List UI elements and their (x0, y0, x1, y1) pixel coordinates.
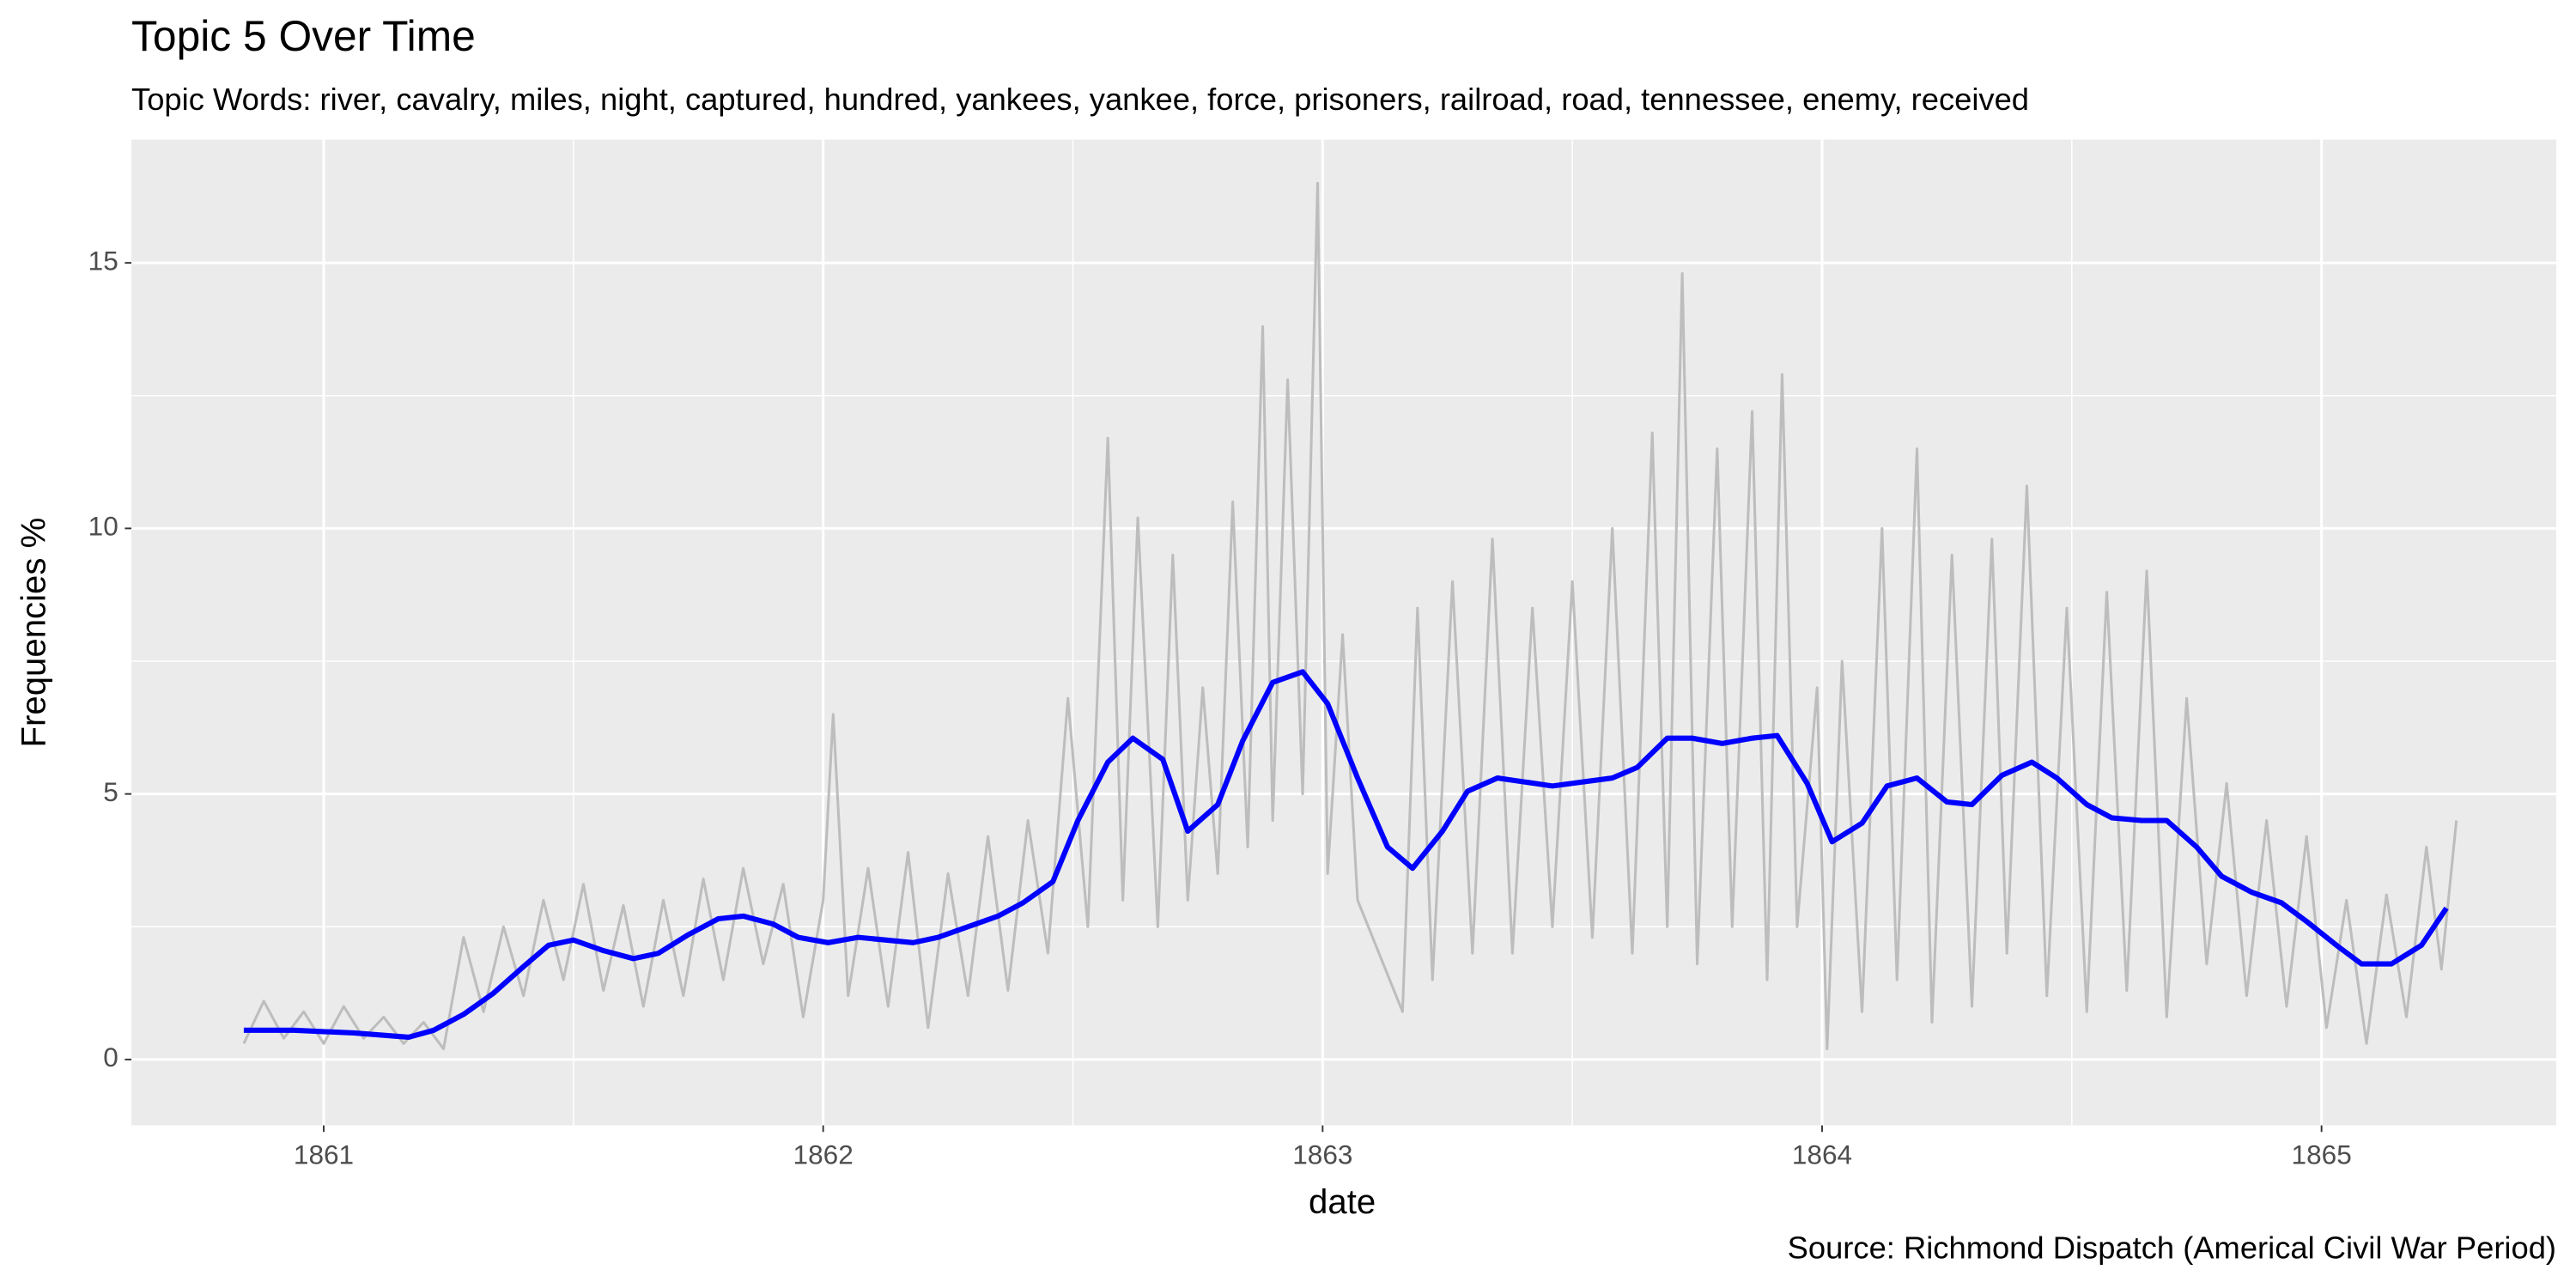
raw-line (242, 181, 2458, 1051)
y-axis-title: Frequencies % (15, 518, 53, 748)
x-axis-title: date (1309, 1182, 1376, 1221)
y-tick-label: 5 (103, 776, 118, 807)
x-tick-label: 1865 (2292, 1139, 2352, 1170)
chart-subtitle: Topic Words: river, cavalry, miles, nigh… (131, 82, 2029, 117)
y-tick-label: 15 (88, 245, 118, 276)
y-tick-label: 10 (88, 511, 118, 542)
chart-title: Topic 5 Over Time (131, 12, 476, 60)
x-tick-label: 1862 (793, 1139, 854, 1170)
x-tick-label: 1861 (294, 1139, 354, 1170)
smooth-line (243, 669, 2449, 1040)
caption: Source: Richmond Dispatch (Americal Civi… (1788, 1230, 2556, 1266)
plot-panel (131, 139, 2557, 1126)
x-tick-label: 1864 (1792, 1139, 1852, 1170)
x-tick-label: 1863 (1292, 1139, 1352, 1170)
y-tick-label: 0 (103, 1042, 118, 1072)
